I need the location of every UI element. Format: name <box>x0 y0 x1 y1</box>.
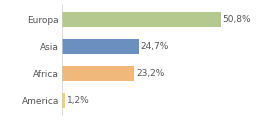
Text: 23,2%: 23,2% <box>136 69 164 78</box>
Text: 1,2%: 1,2% <box>67 96 90 105</box>
Bar <box>62 12 221 27</box>
Bar <box>62 93 65 108</box>
Bar <box>62 39 139 54</box>
Text: 24,7%: 24,7% <box>141 42 169 51</box>
Text: 50,8%: 50,8% <box>222 15 251 24</box>
Bar <box>62 66 134 81</box>
